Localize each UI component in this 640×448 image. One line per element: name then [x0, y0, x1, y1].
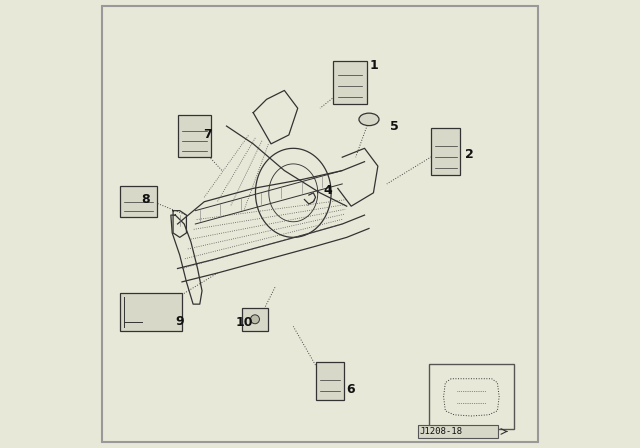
- Text: 4: 4: [324, 184, 332, 197]
- Circle shape: [250, 315, 259, 324]
- Ellipse shape: [359, 113, 379, 125]
- Text: 2: 2: [465, 147, 474, 160]
- Text: 7: 7: [204, 129, 212, 142]
- FancyBboxPatch shape: [177, 115, 211, 157]
- FancyBboxPatch shape: [431, 128, 460, 175]
- FancyBboxPatch shape: [242, 308, 268, 331]
- FancyBboxPatch shape: [120, 186, 157, 217]
- FancyBboxPatch shape: [316, 362, 344, 400]
- FancyBboxPatch shape: [120, 293, 182, 331]
- Bar: [418, 425, 498, 438]
- Text: 5: 5: [390, 121, 399, 134]
- Text: 10: 10: [236, 316, 253, 329]
- Text: 6: 6: [347, 383, 355, 396]
- FancyBboxPatch shape: [333, 61, 367, 104]
- Text: 9: 9: [175, 314, 184, 327]
- Text: J1208-18: J1208-18: [420, 427, 463, 436]
- Text: 8: 8: [141, 193, 150, 206]
- Bar: [429, 364, 514, 429]
- Text: 1: 1: [370, 60, 379, 73]
